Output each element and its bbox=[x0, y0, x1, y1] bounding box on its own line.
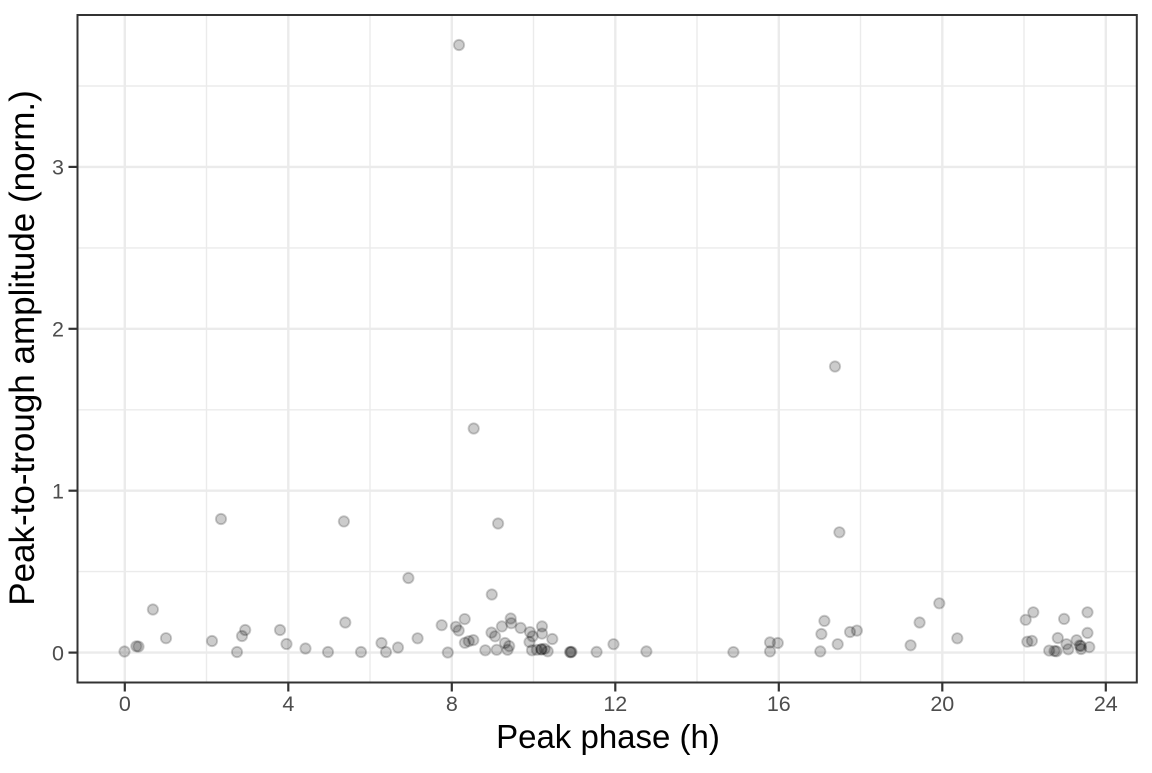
svg-text:0: 0 bbox=[52, 641, 64, 665]
svg-text:12: 12 bbox=[603, 692, 627, 716]
svg-text:2: 2 bbox=[52, 318, 64, 342]
svg-text:3: 3 bbox=[52, 156, 64, 180]
svg-text:8: 8 bbox=[446, 692, 458, 716]
svg-text:4: 4 bbox=[282, 692, 294, 716]
svg-text:20: 20 bbox=[930, 692, 954, 716]
svg-text:1: 1 bbox=[52, 480, 64, 504]
svg-text:Peak-to-trough amplitude (norm: Peak-to-trough amplitude (norm.) bbox=[3, 90, 42, 606]
svg-text:0: 0 bbox=[119, 692, 131, 716]
svg-text:16: 16 bbox=[767, 692, 791, 716]
svg-text:Peak phase (h): Peak phase (h) bbox=[496, 718, 720, 755]
svg-text:24: 24 bbox=[1094, 692, 1118, 716]
